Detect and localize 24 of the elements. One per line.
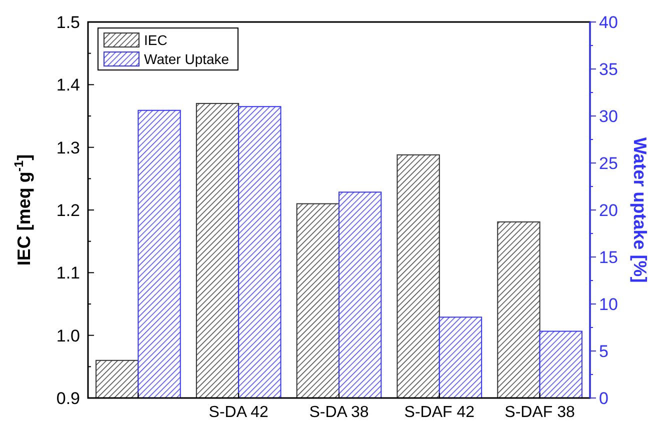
y2-tick-label: 5 [599,342,608,361]
y2-tick-label: 10 [599,294,618,314]
y2-tick-label: 30 [599,106,618,126]
x-tick-label: S-DA 38 [309,404,369,421]
y2-tick-label: 40 [599,12,618,32]
y-tick-label: 1.5 [56,12,80,32]
bar [138,110,181,398]
y-tick-label: 1.0 [56,326,80,346]
legend-label: IEC [144,32,168,48]
y-tick-label: 0.9 [56,388,80,408]
y2-tick-label: 20 [599,200,618,220]
y-tick-label: 1.3 [56,138,80,158]
y2-tick-label: 25 [599,154,618,173]
y-tick-label: 1.4 [56,76,80,95]
y-tick-label: 1.1 [56,264,80,283]
x-tick-label: S-DAF 42 [404,404,475,421]
x-tick-label: S-DA 42 [208,404,268,421]
x-tick-label: S-DAF 38 [504,404,576,421]
y2-axis-title: Water uptake [%] [630,137,650,283]
y2-tick-label: 15 [599,248,618,267]
y-tick-label: 1.2 [56,200,80,220]
y2-tick-label: 35 [599,60,618,79]
legend-label: Water Uptake [144,51,230,67]
y2-tick-label: 0 [599,388,608,408]
